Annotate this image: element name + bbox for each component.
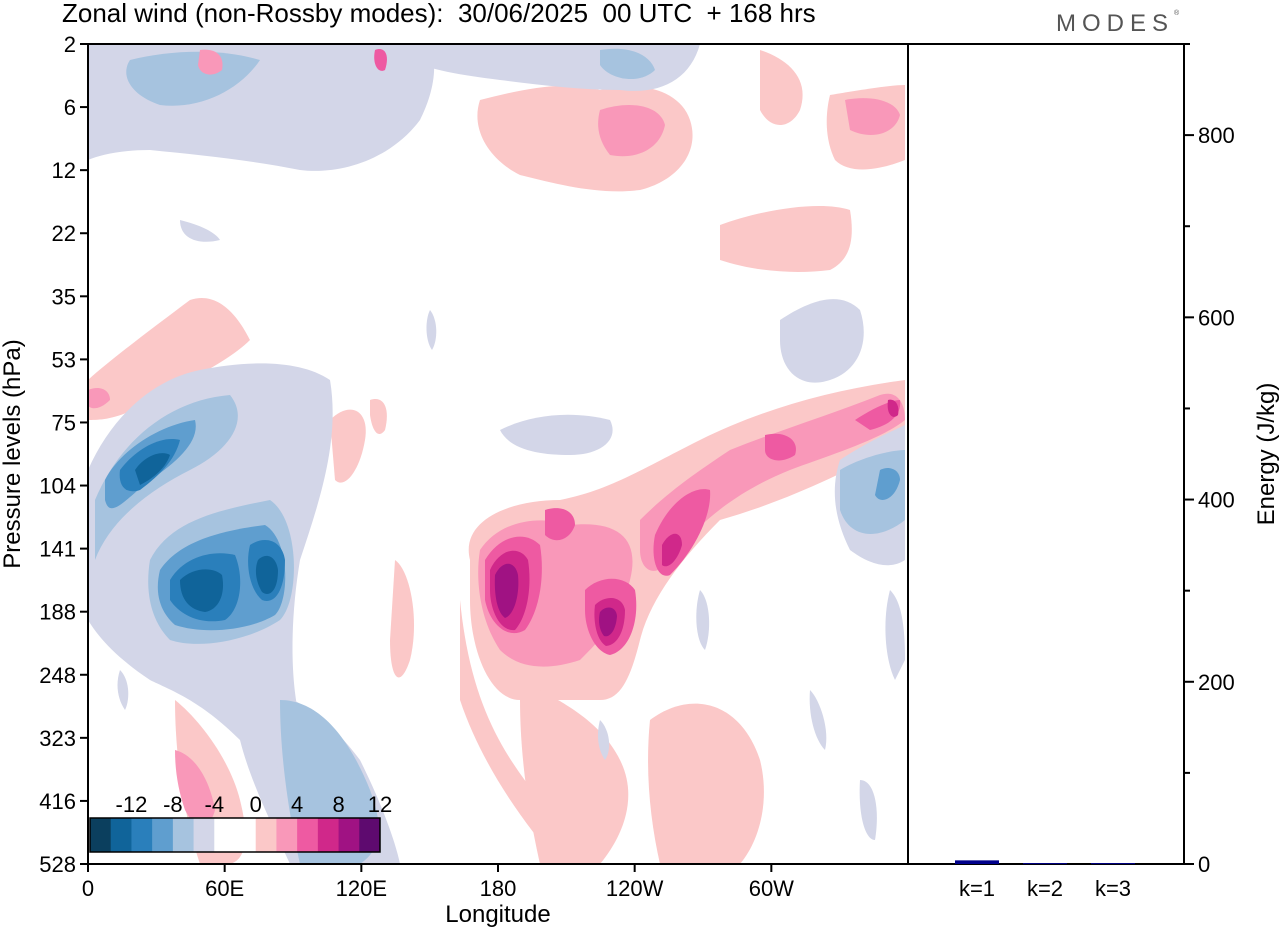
y-axis-title: Pressure levels (hPa) bbox=[0, 339, 26, 568]
energy-bar bbox=[1023, 863, 1067, 865]
energy-tick-label: 0 bbox=[1198, 852, 1210, 877]
x-tick-label: 180 bbox=[480, 876, 517, 901]
x-tick-label: 120W bbox=[606, 876, 664, 901]
colorbar-swatch bbox=[110, 818, 132, 852]
colorbar-labels: -12 -8 -4 0 4 8 12 bbox=[116, 792, 393, 817]
colorbar-swatch bbox=[276, 818, 298, 852]
modes-logo: MODES® bbox=[1056, 10, 1179, 38]
x-tick-label: 0 bbox=[82, 876, 94, 901]
energy-tick-label: 400 bbox=[1198, 488, 1235, 513]
logo-registered-mark: ® bbox=[1174, 10, 1180, 17]
colorbar-label: -8 bbox=[163, 792, 183, 817]
colorbar-swatch bbox=[90, 818, 112, 852]
energy-tick-label: 600 bbox=[1198, 305, 1235, 330]
y-tick-label: 12 bbox=[52, 158, 76, 183]
energy-bar bbox=[1091, 863, 1135, 865]
y-tick-label: 53 bbox=[52, 347, 76, 372]
y-tick-label: 35 bbox=[52, 284, 76, 309]
y-tick-label: 75 bbox=[52, 410, 76, 435]
x-tick-label: 60W bbox=[749, 876, 794, 901]
logo-text: MODES bbox=[1056, 10, 1175, 37]
energy-category-label: k=1 bbox=[959, 876, 995, 901]
colorbar-swatch bbox=[317, 818, 340, 852]
y-tick-label: 323 bbox=[39, 726, 76, 751]
energy-bar bbox=[955, 860, 999, 864]
energy-tick-label: 800 bbox=[1198, 123, 1235, 148]
pressure-axis: 2 6 12 22 35 53 75 104 141 188 248 323 416 528 bbox=[39, 32, 88, 877]
colorbar-swatch bbox=[235, 818, 257, 852]
positive-extreme-regions bbox=[494, 563, 617, 637]
y-tick-label: 528 bbox=[39, 852, 76, 877]
colorbar-swatch bbox=[297, 818, 319, 852]
energy-axis: 0 200 400 600 800 bbox=[1184, 43, 1235, 877]
heatmap-field bbox=[88, 44, 905, 864]
colorbar-swatch bbox=[359, 818, 381, 852]
colorbar-swatch bbox=[255, 818, 277, 852]
colorbar-label: 8 bbox=[332, 792, 344, 817]
energy-category-label: k=3 bbox=[1095, 876, 1131, 901]
colorbar-swatch bbox=[214, 818, 236, 852]
y-tick-label: 104 bbox=[39, 474, 76, 499]
energy-bars: k=1 k=2 k=3 bbox=[955, 860, 1135, 901]
colorbar-frame bbox=[89, 817, 381, 853]
negative-extreme-regions bbox=[135, 453, 278, 612]
y-tick-label: 22 bbox=[52, 221, 76, 246]
colorbar-label: 12 bbox=[368, 792, 392, 817]
x-axis-title: Longitude bbox=[445, 901, 550, 928]
colorbar bbox=[89, 817, 381, 853]
colorbar-label: 4 bbox=[291, 792, 303, 817]
x-tick-label: 120E bbox=[336, 876, 387, 901]
energy-axis-title: Energy (J/kg) bbox=[1253, 383, 1280, 526]
energy-tick-label: 200 bbox=[1198, 670, 1235, 695]
y-tick-label: 141 bbox=[39, 537, 76, 562]
colorbar-swatch bbox=[338, 818, 360, 852]
colorbar-label: 0 bbox=[250, 792, 262, 817]
colorbar-label: -4 bbox=[205, 792, 225, 817]
colorbar-label: -12 bbox=[116, 792, 148, 817]
energy-category-label: k=2 bbox=[1027, 876, 1063, 901]
y-tick-label: 416 bbox=[39, 789, 76, 814]
y-tick-label: 248 bbox=[39, 663, 76, 688]
colorbar-swatch bbox=[172, 818, 195, 852]
y-tick-label: 188 bbox=[39, 600, 76, 625]
colorbar-swatch bbox=[152, 818, 174, 852]
colorbar-swatch bbox=[131, 818, 153, 852]
x-tick-label: 60E bbox=[205, 876, 244, 901]
energy-frame bbox=[907, 43, 1185, 865]
longitude-axis: 0 60E 120E 180 120W 60W bbox=[82, 864, 794, 901]
y-tick-label: 6 bbox=[64, 95, 76, 120]
colorbar-swatch bbox=[193, 818, 215, 852]
chart-title: Zonal wind (non-Rossby modes): 30/06/202… bbox=[62, 0, 816, 28]
y-tick-label: 2 bbox=[64, 32, 76, 57]
